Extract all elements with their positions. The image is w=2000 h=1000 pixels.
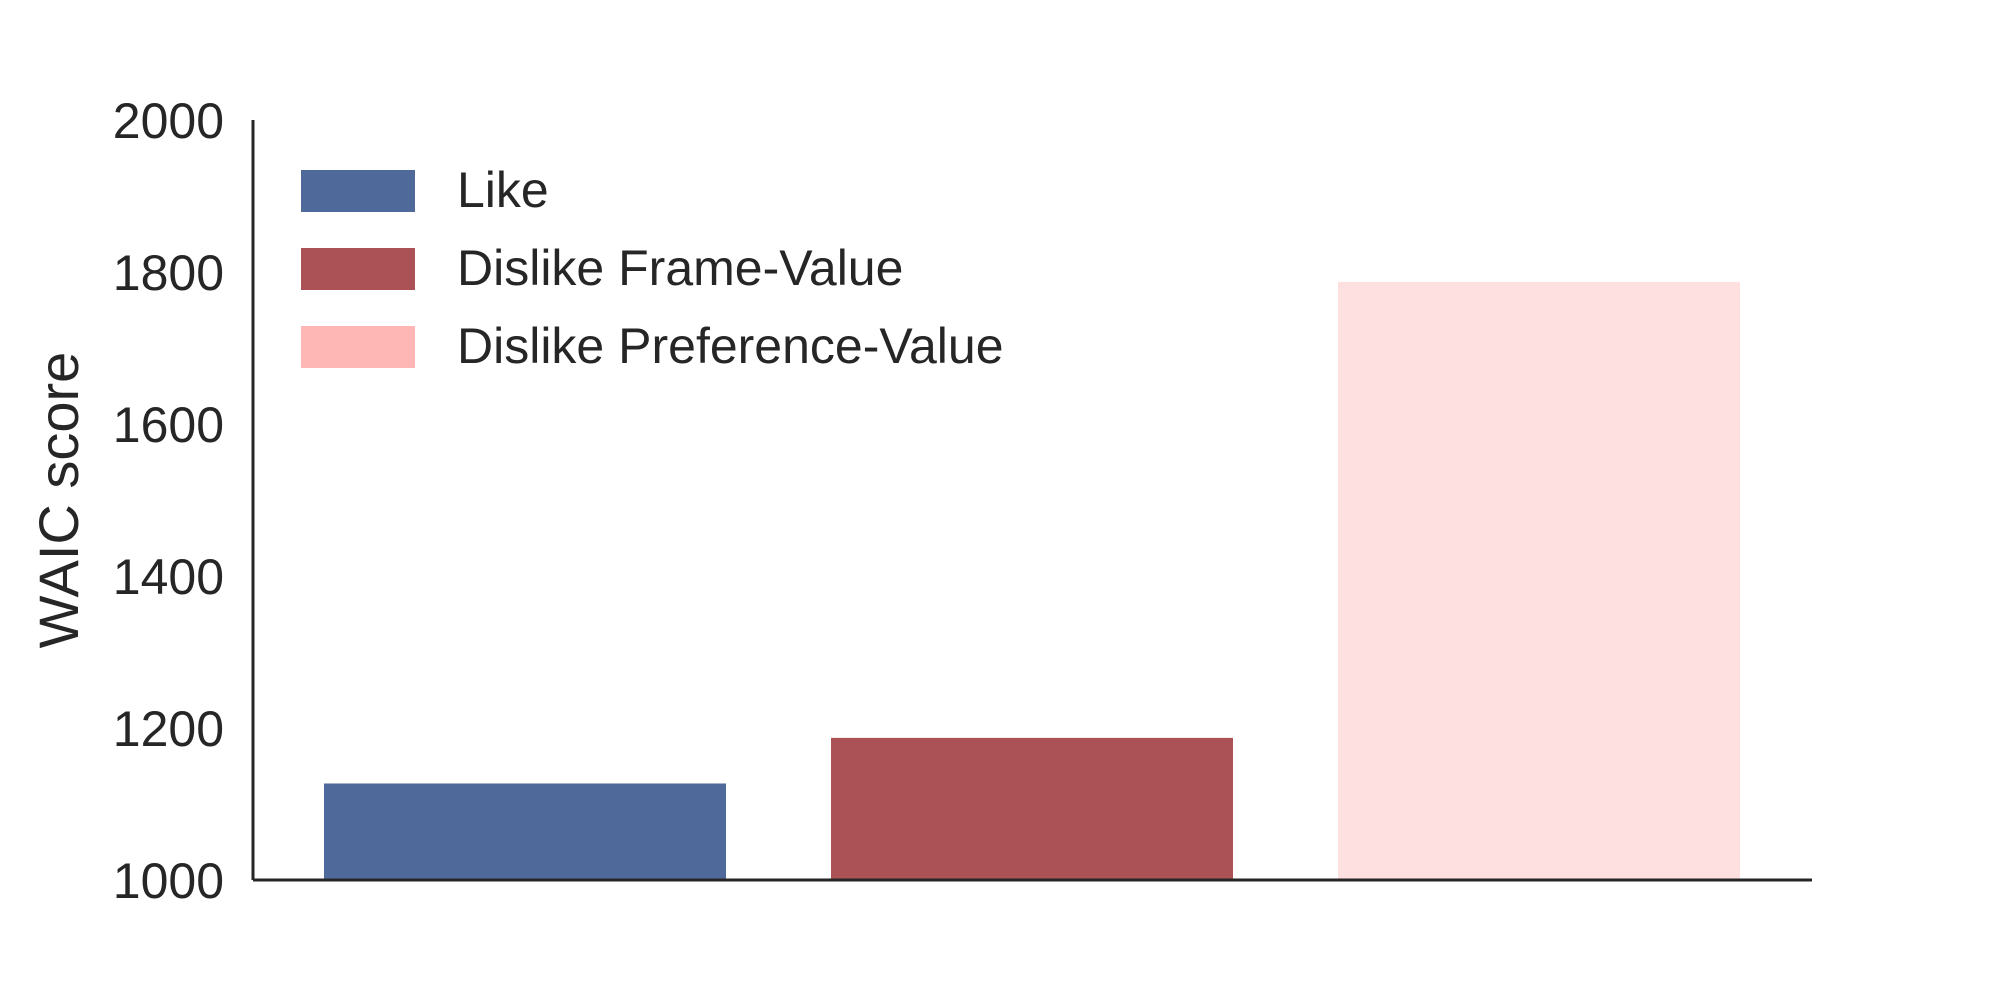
legend-swatch bbox=[301, 248, 415, 290]
y-tick-label: 1000 bbox=[113, 853, 224, 909]
y-tick-label: 2000 bbox=[113, 93, 224, 149]
legend: Like Dislike Frame-Value Dislike Preferenc… bbox=[301, 162, 1004, 374]
y-tick-labels: 1000 1200 1400 1600 1800 2000 bbox=[113, 93, 224, 909]
axes bbox=[251, 120, 1812, 882]
bar-like bbox=[324, 783, 726, 880]
y-tick-label: 1400 bbox=[113, 549, 224, 605]
bar-dislike-preference-value bbox=[1338, 281, 1740, 880]
y-tick-label: 1200 bbox=[113, 701, 224, 757]
y-axis-label: WAIC score bbox=[27, 352, 90, 649]
y-tick-label: 1600 bbox=[113, 397, 224, 453]
legend-label: Dislike Preference-Value bbox=[457, 318, 1004, 374]
bar-dislike-frame-value bbox=[831, 737, 1233, 880]
legend-swatch bbox=[301, 170, 415, 212]
y-tick-label: 1800 bbox=[113, 245, 224, 301]
bars bbox=[324, 281, 1740, 880]
legend-label: Dislike Frame-Value bbox=[457, 240, 903, 296]
legend-label: Like bbox=[457, 162, 549, 218]
legend-swatch bbox=[301, 326, 415, 368]
